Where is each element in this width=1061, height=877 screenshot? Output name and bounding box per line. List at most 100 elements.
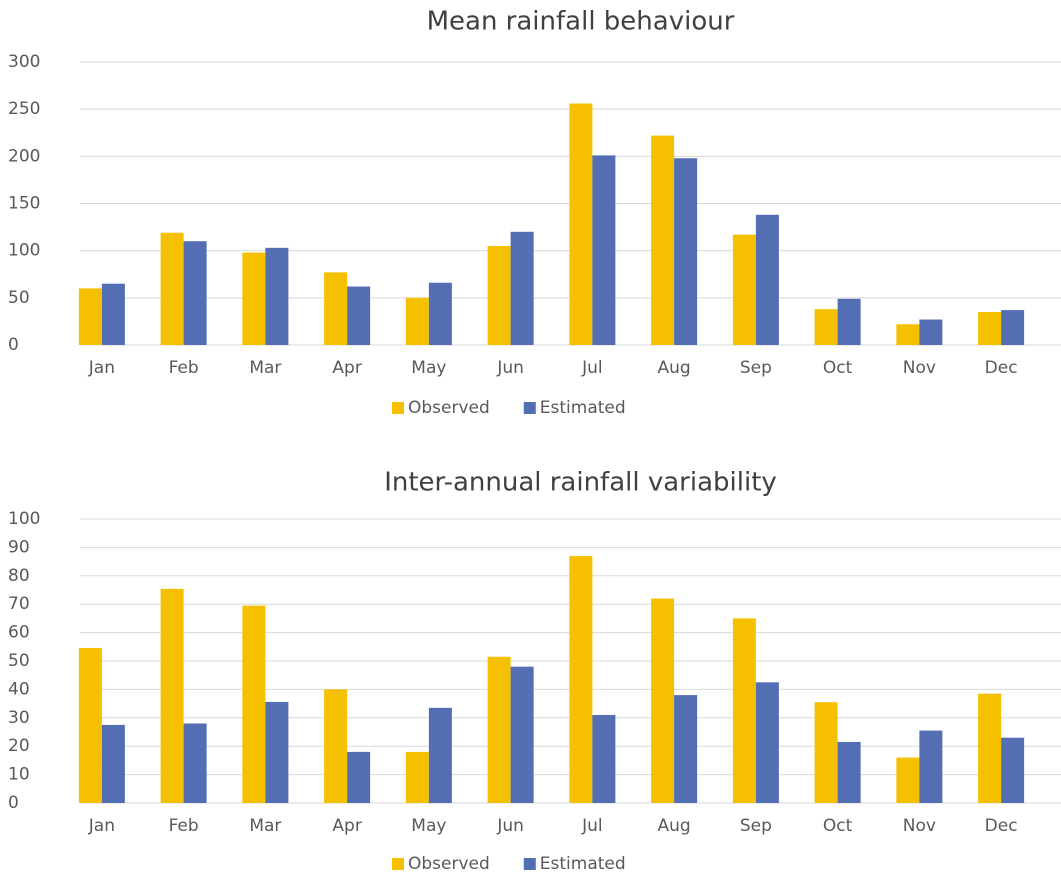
x-tick-label: Jan <box>88 816 115 836</box>
y-tick-label: 200 <box>8 146 40 166</box>
bar <box>592 155 616 345</box>
bar <box>242 605 266 803</box>
x-tick-label: Dec <box>985 816 1018 836</box>
bar <box>265 247 289 345</box>
bar <box>405 751 429 803</box>
legend-label: Observed <box>408 398 490 418</box>
x-tick-label: Jul <box>581 816 603 836</box>
y-tick-label: 300 <box>8 52 40 72</box>
x-tick-label: Jul <box>581 358 603 378</box>
chart-title: Mean rainfall behaviour <box>427 7 735 37</box>
x-tick-label: Nov <box>903 358 936 378</box>
bar <box>183 241 207 345</box>
x-tick-label: Feb <box>169 358 199 378</box>
bar <box>160 588 184 803</box>
x-tick-label: Dec <box>985 358 1018 378</box>
x-tick-label: Apr <box>332 816 361 836</box>
bar <box>428 282 452 345</box>
legend-swatch <box>392 858 404 870</box>
x-tick-label: Sep <box>740 358 772 378</box>
x-tick-label: May <box>411 358 446 378</box>
bar <box>896 324 920 345</box>
x-tick-label: Sep <box>740 816 772 836</box>
bar <box>651 135 675 345</box>
y-tick-label: 0 <box>8 793 19 813</box>
bar <box>1001 310 1025 345</box>
y-tick-label: 50 <box>8 288 30 308</box>
legend-label: Observed <box>408 854 490 873</box>
bar <box>183 723 207 803</box>
chart: Inter-annual rainfall variability 0 10 20 30… <box>8 468 1061 874</box>
bar <box>347 286 371 345</box>
bar <box>569 555 593 803</box>
bar <box>324 272 348 345</box>
bar <box>78 288 102 345</box>
bar <box>732 618 756 803</box>
y-tick-label: 250 <box>8 99 40 119</box>
bar <box>814 309 838 345</box>
x-tick-label: May <box>411 816 446 836</box>
legend-swatch <box>523 402 536 414</box>
bar <box>1001 737 1025 803</box>
bar <box>347 751 371 803</box>
y-tick-label: 150 <box>8 194 40 214</box>
x-tick-label: Mar <box>249 358 281 378</box>
chart: Mean rainfall behaviour 0 50 100 150 200 250 30… <box>8 7 1061 418</box>
bar <box>814 702 838 803</box>
bar <box>919 319 943 345</box>
chart-title: Inter-annual rainfall variability <box>384 468 777 498</box>
bar <box>510 231 534 345</box>
x-tick-label: Mar <box>249 816 281 836</box>
x-tick-label: Apr <box>332 358 361 378</box>
x-tick-label: Aug <box>658 358 691 378</box>
y-tick-label: 10 <box>8 765 30 785</box>
x-tick-label: Jun <box>496 358 524 378</box>
legend-label: Estimated <box>540 854 626 873</box>
legend-swatch <box>523 858 536 870</box>
bar <box>78 647 102 803</box>
bar <box>651 598 675 803</box>
bar <box>674 695 698 803</box>
bar <box>896 757 920 803</box>
y-tick-label: 70 <box>8 594 30 614</box>
y-tick-label: 20 <box>8 736 30 756</box>
bar <box>160 232 184 345</box>
bar <box>569 103 593 345</box>
legend-label: Estimated <box>540 398 626 418</box>
bar <box>510 666 534 803</box>
x-tick-label: Jan <box>88 358 115 378</box>
bar <box>837 298 861 345</box>
x-tick-label: Feb <box>169 816 199 836</box>
bar <box>732 234 756 345</box>
y-tick-label: 40 <box>8 679 30 699</box>
legend-swatch <box>392 402 404 414</box>
x-tick-label: Nov <box>903 816 936 836</box>
y-tick-label: 100 <box>8 509 40 529</box>
bar <box>919 730 943 803</box>
bar <box>978 693 1002 803</box>
y-tick-label: 0 <box>8 335 19 355</box>
x-tick-label: Oct <box>823 816 853 836</box>
bar <box>324 689 348 803</box>
bar <box>755 682 779 803</box>
bar <box>978 311 1002 345</box>
bar <box>265 701 289 803</box>
y-tick-label: 60 <box>8 623 30 643</box>
bar <box>428 707 452 803</box>
bar <box>405 297 429 345</box>
y-tick-label: 90 <box>8 537 30 557</box>
x-tick-label: Jun <box>496 816 524 836</box>
bar <box>674 158 698 345</box>
bar <box>242 252 266 345</box>
x-tick-label: Oct <box>823 358 853 378</box>
bar <box>837 741 861 803</box>
y-tick-label: 30 <box>8 708 30 728</box>
bar <box>487 245 511 345</box>
bar <box>755 214 779 345</box>
y-tick-label: 50 <box>8 651 30 671</box>
bar <box>101 724 125 803</box>
y-tick-label: 100 <box>8 241 40 261</box>
bar <box>592 714 616 803</box>
y-tick-label: 80 <box>8 566 30 586</box>
bar <box>487 656 511 803</box>
